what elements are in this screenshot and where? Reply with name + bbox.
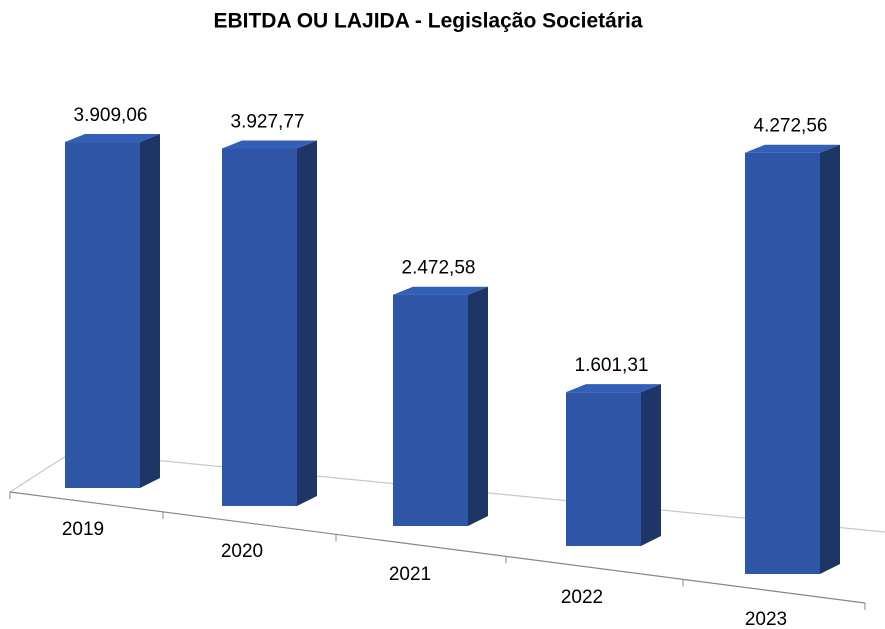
bar-side <box>641 384 661 546</box>
bar <box>222 148 297 506</box>
x-tick-label: 2023 <box>745 609 787 629</box>
bar-side <box>297 140 317 506</box>
value-label: 3.927,77 <box>231 111 305 132</box>
bar <box>566 392 641 546</box>
bar-top <box>65 134 160 143</box>
x-tick-label: 2020 <box>221 541 263 562</box>
value-label: 2.472,58 <box>402 258 476 279</box>
bar <box>745 152 820 574</box>
bar-top <box>393 286 488 295</box>
value-label: 4.272,56 <box>754 116 828 137</box>
chart-title: EBITDA OU LAJIDA - Legislação Societária <box>213 10 642 33</box>
bar-top <box>222 140 317 149</box>
bar-side <box>820 144 840 574</box>
bar-side <box>468 286 488 526</box>
x-tick-label: 2021 <box>389 564 431 585</box>
value-label: 3.909,06 <box>74 105 148 126</box>
x-tick-label: 2022 <box>561 587 603 608</box>
bar <box>65 142 140 488</box>
bar-top <box>566 384 661 393</box>
bar-top <box>745 144 840 153</box>
bar-side <box>140 134 160 488</box>
value-label: 1.601,31 <box>575 355 649 376</box>
bar <box>393 294 468 526</box>
x-tick-label: 2019 <box>62 519 104 540</box>
x-axis <box>9 491 866 604</box>
